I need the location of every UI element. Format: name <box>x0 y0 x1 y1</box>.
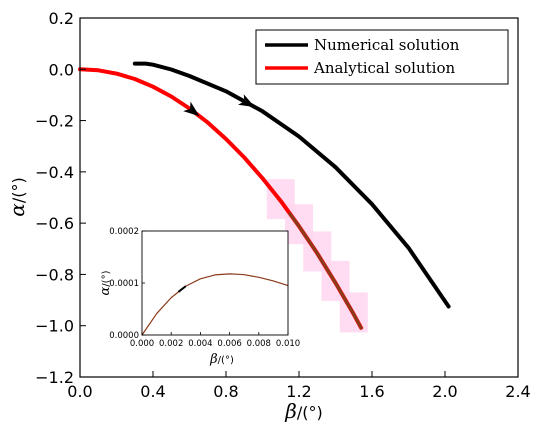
y-tick-label: −0.4 <box>35 163 74 182</box>
inset-x-axis-unit: /(°) <box>218 355 234 366</box>
inset-axes: 0.000 0.002 0.004 0.006 0.008 0.010 0.0000 0.00… <box>109 227 300 349</box>
y-axis-title: α/(°) <box>5 177 29 216</box>
y-tick-label: −1.0 <box>35 317 74 336</box>
x-tick-label: 1.6 <box>359 382 384 401</box>
x-tick-label: 1.2 <box>286 382 311 401</box>
inset-plot-marks <box>141 273 289 336</box>
legend: Numerical solution Analytical solution <box>255 29 509 85</box>
inset-y-tick-label: 0.0002 <box>109 227 139 237</box>
inset-x-tick-label: 0.010 <box>276 339 300 349</box>
inset-y-axis-unit: /(°) <box>101 270 112 286</box>
main-plot-marks <box>78 61 451 333</box>
main-axes: 0.0 0.4 0.8 1.2 1.6 2.0 2.4 0.2 0.0 −0.2 −0.4 −0.6 −… <box>35 9 531 401</box>
inset-series-line-0 <box>141 273 289 336</box>
inset-x-axis-title: β/(°) <box>209 352 234 367</box>
y-tick-label: −0.8 <box>35 265 74 284</box>
x-tick-label: 2.0 <box>432 382 457 401</box>
y-axis-symbol: α <box>5 203 29 217</box>
y-tick-label: 0.0 <box>49 60 74 79</box>
x-axis-title: β/(°) <box>284 399 322 423</box>
x-tick-label: 0.4 <box>140 382 165 401</box>
y-tick-label: −0.6 <box>35 214 74 233</box>
inset-y-axis-symbol: α <box>98 286 113 295</box>
inset-y-tick-label: 0.0000 <box>109 331 139 341</box>
main-series-line-0 <box>132 61 451 309</box>
x-axis-unit: /(°) <box>297 403 323 422</box>
inset-x-tick-label: 0.002 <box>159 339 183 349</box>
inset-x-tick-label: 0.000 <box>130 339 154 349</box>
y-tick-label: −0.2 <box>35 112 74 131</box>
x-axis-symbol: β <box>284 399 297 423</box>
inset-x-tick-label: 0.004 <box>188 339 212 349</box>
x-tick-label: 2.4 <box>505 382 530 401</box>
y-tick-label: −1.2 <box>35 368 74 387</box>
legend-label-analytical: Analytical solution <box>313 59 455 77</box>
inset-x-tick-label: 0.006 <box>217 339 241 349</box>
overlap-segment <box>288 212 363 330</box>
inset-background <box>142 231 288 335</box>
direction-arrow-0 <box>238 94 255 108</box>
inset-x-axis-symbol: β <box>209 352 218 367</box>
inset-y-axis-title: α/(°) <box>98 270 113 295</box>
x-tick-label: 0.8 <box>213 382 238 401</box>
x-tick-label: 0.0 <box>67 382 92 401</box>
inset-x-tick-label: 0.008 <box>247 339 271 349</box>
legend-label-numerical: Numerical solution <box>314 36 460 54</box>
inset-y-tick-label: 0.0001 <box>109 279 139 289</box>
inset-chart: 0.000 0.002 0.004 0.006 0.008 0.010 0.0000 0.00… <box>98 227 300 367</box>
y-tick-label: 0.2 <box>49 9 74 28</box>
y-axis-unit: /(°) <box>9 177 28 203</box>
legend-box <box>255 29 509 85</box>
inset-marker-segment <box>177 285 187 293</box>
direction-arrow-1 <box>183 101 200 117</box>
